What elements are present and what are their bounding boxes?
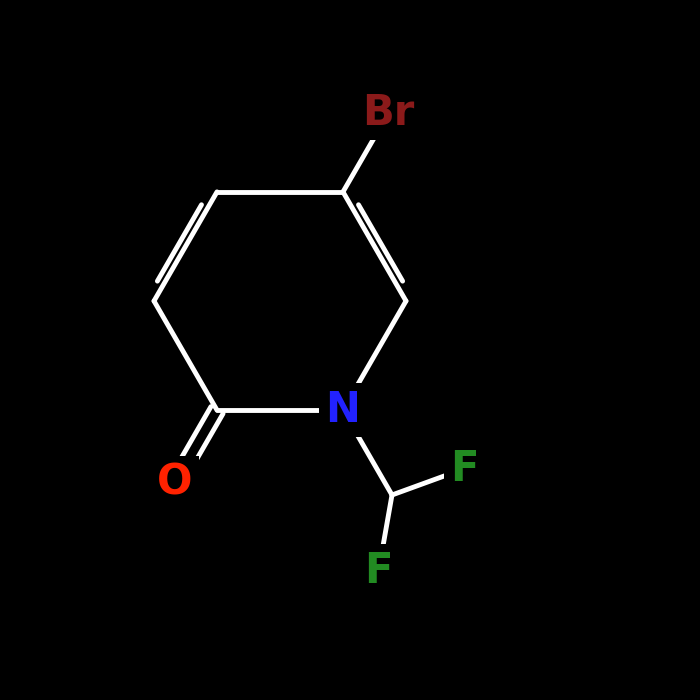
Text: N: N [326, 389, 360, 431]
Text: O: O [158, 462, 192, 504]
Text: Br: Br [363, 92, 414, 134]
Text: F: F [365, 550, 393, 592]
Text: F: F [450, 448, 479, 490]
